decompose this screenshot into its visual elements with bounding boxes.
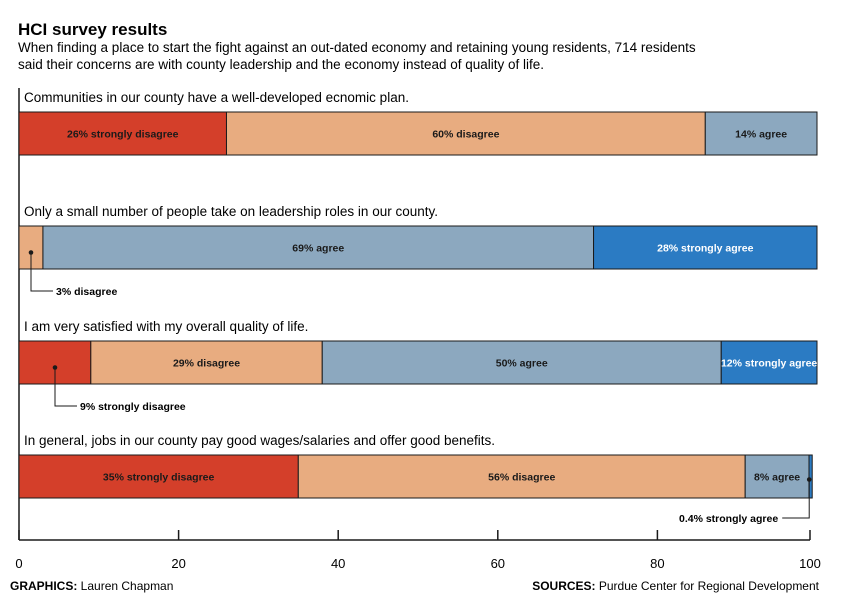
segment-label: 60% disagree bbox=[432, 129, 499, 141]
chart-subtitle-line-1: When finding a place to start the fight … bbox=[18, 40, 696, 55]
question-label: In general, jobs in our county pay good … bbox=[24, 433, 495, 448]
graphics-name: Lauren Chapman bbox=[77, 579, 173, 593]
segment-label: 69% agree bbox=[292, 243, 344, 255]
plot-area: Communities in our county have a well-de… bbox=[18, 88, 818, 540]
segment-label: 14% agree bbox=[735, 129, 787, 141]
segment-label: 56% disagree bbox=[488, 472, 555, 484]
graphics-credit: GRAPHICS: Lauren Chapman bbox=[10, 579, 173, 593]
x-tick-label: 20 bbox=[171, 556, 185, 571]
x-axis: 0 20 40 60 80 100 bbox=[15, 530, 821, 571]
bar-segment-agree bbox=[744, 454, 810, 499]
callout-label: 9% strongly disagree bbox=[80, 401, 186, 413]
x-tick-label: 0 bbox=[15, 556, 22, 571]
segment-label: 35% strongly disagree bbox=[103, 472, 215, 484]
bar-segment-strongly-disagree bbox=[18, 454, 299, 499]
question-label: I am very satisfied with my overall qual… bbox=[24, 319, 308, 334]
callout-line bbox=[782, 479, 810, 519]
bar-segment-agree bbox=[704, 111, 818, 156]
segment-label: 26% strongly disagree bbox=[67, 129, 179, 141]
callout-line bbox=[30, 252, 53, 292]
bar-segment-agree bbox=[42, 225, 595, 270]
question-label: Communities in our county have a well-de… bbox=[24, 90, 409, 105]
chart-subtitle-line-2: said their concerns are with county lead… bbox=[18, 57, 544, 72]
x-tick-label: 100 bbox=[799, 556, 821, 571]
callout-label: 0.4% strongly agree bbox=[679, 513, 778, 525]
sources-label: SOURCES: bbox=[532, 579, 595, 593]
bar-segment-strongly-agree bbox=[593, 225, 818, 270]
bar-segment-agree bbox=[321, 340, 722, 385]
bar-segment-strongly-agree bbox=[720, 340, 818, 385]
segment-label: 12% strongly agree bbox=[721, 358, 817, 370]
x-tick-label: 80 bbox=[650, 556, 664, 571]
segment-label: 28% strongly agree bbox=[657, 243, 753, 255]
segment-label: 8% agree bbox=[754, 472, 800, 484]
callout-line bbox=[54, 367, 77, 407]
segment-label: 50% agree bbox=[496, 358, 548, 370]
segment-label: 29% disagree bbox=[173, 358, 240, 370]
bar-segment-disagree bbox=[225, 111, 706, 156]
chart-title: HCI survey results bbox=[18, 20, 167, 39]
graphics-label: GRAPHICS: bbox=[10, 579, 77, 593]
callout-label: 3% disagree bbox=[56, 286, 117, 298]
x-tick-label: 40 bbox=[331, 556, 345, 571]
x-tick-label: 60 bbox=[491, 556, 505, 571]
bar-segment-strongly-agree bbox=[808, 454, 813, 499]
sources-name: Purdue Center for Regional Development bbox=[596, 579, 820, 593]
sources-credit: SOURCES: Purdue Center for Regional Deve… bbox=[532, 579, 819, 593]
question-label: Only a small number of people take on le… bbox=[24, 204, 438, 219]
